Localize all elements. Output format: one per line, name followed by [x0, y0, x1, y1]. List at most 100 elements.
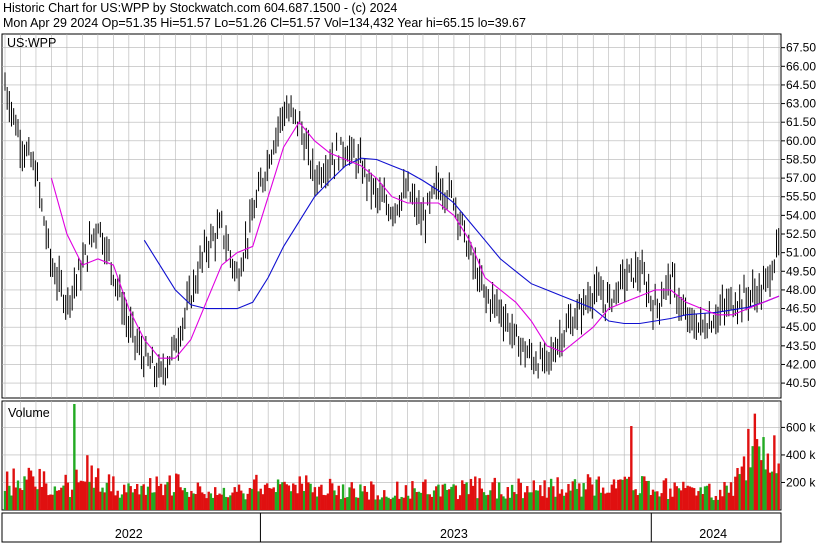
volume-bar: [430, 496, 434, 510]
volume-bar: [545, 497, 548, 510]
volume-bar: [255, 474, 258, 510]
volume-bar: [203, 494, 206, 510]
volume-bar: [610, 484, 614, 510]
volume-bar: [257, 491, 260, 510]
volume-bar: [68, 497, 72, 510]
volume-bar: [214, 487, 217, 510]
volume-bar: [31, 476, 35, 510]
volume-bar: [578, 483, 581, 510]
volume-bar: [237, 484, 241, 510]
volume-bar: [653, 491, 657, 510]
volume-bar: [60, 487, 63, 510]
volume-bar: [593, 495, 596, 510]
volume-bar: [521, 498, 525, 510]
volume-bar: [586, 474, 590, 510]
volume-bar: [580, 496, 583, 510]
volume-bar: [565, 492, 568, 510]
volume-bar: [378, 499, 382, 510]
volume-bar: [701, 494, 705, 510]
volume-bar: [235, 491, 239, 510]
volume-bar: [40, 486, 44, 510]
volume-tick-label: 400 k: [786, 448, 816, 462]
volume-bar: [560, 489, 564, 510]
volume-bar: [333, 490, 336, 510]
chart-header-title: Historic Chart for US:WPP by Stockwatch.…: [3, 1, 398, 15]
volume-bar: [751, 446, 754, 510]
volume-bar: [396, 481, 399, 510]
volume-bar: [318, 486, 321, 510]
price-panel: 40.50 42.00 43.50 45.00 46.50 48.00 49.50 51.00…: [1, 33, 816, 399]
volume-bar: [77, 482, 80, 510]
volume-bar: [57, 490, 61, 510]
volume-bar: [456, 499, 460, 510]
volume-bar: [723, 482, 726, 510]
volume-bar: [705, 485, 709, 510]
volume-bar: [341, 484, 345, 510]
volume-bar: [229, 495, 232, 510]
volume-bar: [372, 484, 375, 510]
volume-bar: [757, 446, 761, 510]
volume-bar: [99, 491, 102, 510]
volume-bar: [166, 481, 169, 510]
volume-bar: [365, 491, 369, 510]
volume-bar: [190, 490, 193, 510]
volume-bar: [664, 478, 668, 510]
volume-bar: [727, 492, 731, 510]
volume-bar: [502, 496, 505, 510]
volume-bar: [541, 496, 544, 510]
volume-bar: [227, 497, 230, 510]
volume-bar: [716, 499, 720, 510]
volume-bar: [383, 490, 386, 510]
volume-bar: [62, 485, 65, 510]
volume-bar: [478, 478, 481, 510]
price-tick-label: 60.00: [786, 134, 816, 148]
volume-bar: [597, 476, 601, 510]
volume-bar: [83, 481, 87, 510]
volume-bar: [96, 468, 100, 510]
volume-bar: [274, 492, 278, 510]
volume-bar: [350, 482, 353, 510]
volume-bar: [66, 482, 70, 510]
volume-bar: [766, 453, 770, 510]
volume-bar: [268, 488, 271, 510]
volume-bar: [684, 488, 687, 510]
price-tick-label: 48.00: [786, 283, 816, 297]
volume-bar: [487, 494, 490, 510]
volume-bar: [320, 484, 323, 510]
volume-bar: [231, 492, 234, 510]
volume-bar: [718, 489, 722, 510]
year-label: 2022: [115, 527, 143, 541]
volume-bar: [467, 494, 470, 510]
volume-bar: [92, 487, 96, 510]
volume-bar: [376, 495, 379, 510]
volume-bar: [159, 483, 163, 510]
volume-bar: [773, 435, 776, 510]
volume-bar: [114, 495, 117, 510]
volume-bar: [476, 498, 479, 510]
price-tick-label: 46.50: [786, 302, 816, 316]
volume-bar: [480, 488, 483, 510]
volume-bar: [554, 496, 557, 510]
price-tick-label: 66.00: [786, 59, 816, 73]
volume-bar: [116, 490, 119, 510]
volume-bar: [768, 472, 772, 510]
volume-bar: [770, 471, 774, 510]
volume-bar: [669, 488, 672, 510]
volume-bar: [677, 488, 681, 510]
volume-bar: [454, 485, 457, 510]
volume-bar: [149, 478, 152, 510]
volume-bar: [415, 492, 418, 510]
volume-bar: [617, 479, 620, 510]
volume-bar: [259, 488, 262, 510]
volume-bars: [3, 404, 780, 510]
volume-bar: [703, 486, 707, 510]
volume-bar: [731, 495, 735, 510]
volume-bar: [73, 404, 76, 510]
volume-bar: [244, 499, 247, 510]
volume-bar: [712, 500, 715, 510]
volume-bar: [90, 465, 93, 510]
volume-bar: [131, 492, 135, 510]
volume-bar: [634, 489, 637, 510]
volume-bar: [519, 482, 522, 510]
volume-bar: [753, 413, 757, 510]
